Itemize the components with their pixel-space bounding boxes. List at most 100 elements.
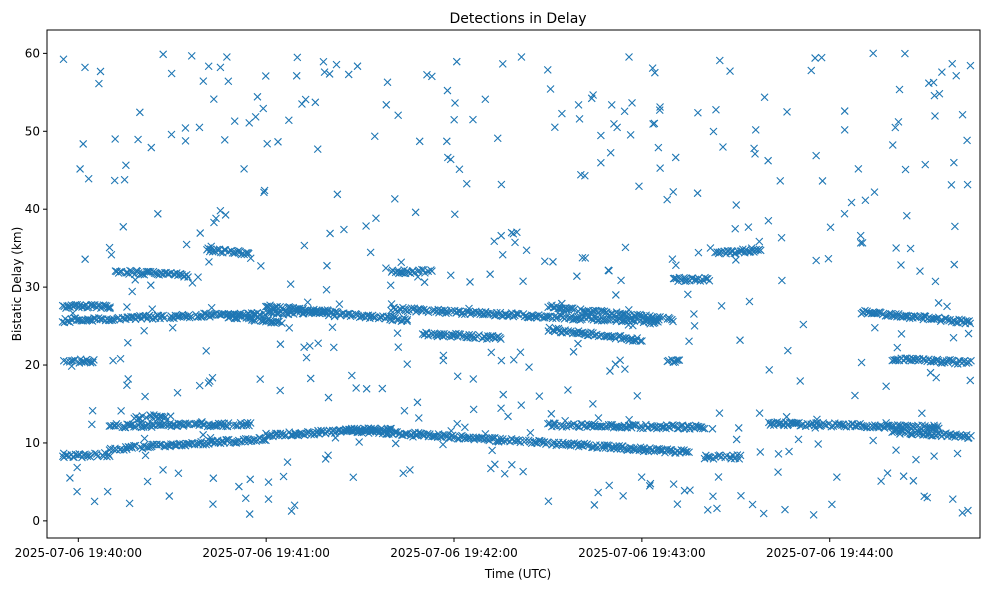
data-point — [791, 419, 800, 428]
data-point — [792, 419, 801, 428]
data-point — [619, 491, 628, 500]
data-point — [387, 300, 396, 308]
data-point — [240, 164, 248, 173]
data-point — [574, 339, 582, 348]
data-point — [241, 494, 250, 503]
data-point — [442, 137, 451, 146]
data-point — [744, 223, 753, 231]
data-point — [290, 501, 299, 510]
data-point — [733, 451, 742, 459]
data-point — [649, 120, 657, 128]
data-point — [952, 71, 961, 80]
y-tick-label: 50 — [25, 124, 40, 138]
data-point — [59, 449, 68, 458]
data-point — [264, 478, 273, 487]
data-point — [932, 373, 941, 382]
data-point — [196, 229, 205, 237]
data-point — [439, 440, 447, 449]
data-point — [949, 158, 958, 167]
data-point — [937, 68, 946, 77]
data-point — [418, 431, 427, 439]
data-point — [782, 412, 791, 421]
data-point — [962, 316, 970, 325]
data-point — [656, 103, 664, 111]
data-point — [450, 210, 459, 219]
data-point — [882, 382, 891, 391]
data-point — [550, 421, 558, 430]
y-tick-label: 0 — [32, 514, 40, 528]
data-point — [967, 356, 975, 365]
plot-frame — [46, 29, 981, 539]
data-point — [809, 510, 818, 519]
data-point — [220, 246, 229, 254]
data-point — [138, 269, 146, 278]
data-point — [305, 342, 314, 350]
data-point — [89, 356, 98, 364]
data-point — [499, 390, 508, 399]
data-point — [399, 469, 408, 478]
data-point — [456, 432, 465, 441]
data-point — [731, 224, 740, 233]
data-point — [259, 104, 268, 113]
data-point — [917, 409, 926, 418]
data-point — [896, 430, 904, 438]
data-point — [105, 243, 114, 252]
data-point — [409, 433, 417, 441]
data-point — [271, 317, 280, 326]
data-point — [267, 430, 276, 439]
data-point — [587, 94, 596, 103]
data-point — [168, 323, 177, 332]
data-point — [675, 356, 684, 364]
data-point — [494, 438, 503, 446]
data-point — [340, 225, 348, 234]
data-point — [167, 130, 176, 139]
data-point — [530, 438, 539, 447]
data-point — [543, 65, 552, 74]
data-point — [947, 181, 956, 189]
data-point — [285, 323, 294, 332]
data-point — [616, 356, 625, 365]
data-point — [714, 473, 723, 481]
y-axis-title: Bistatic Delay (km) — [10, 227, 24, 342]
data-point — [525, 363, 533, 371]
data-point — [820, 420, 829, 429]
data-point — [291, 430, 300, 439]
data-point — [216, 63, 225, 72]
data-point — [135, 108, 144, 117]
data-point — [434, 305, 443, 314]
data-point — [184, 273, 192, 281]
data-point — [568, 421, 576, 429]
data-point — [681, 275, 690, 283]
data-point — [206, 433, 215, 442]
data-point — [245, 510, 254, 518]
data-point — [128, 287, 137, 296]
data-point — [696, 277, 705, 285]
data-point — [260, 188, 268, 197]
data-point — [812, 256, 821, 265]
data-point — [964, 329, 973, 338]
data-point — [870, 323, 879, 332]
data-point — [228, 248, 237, 257]
data-point — [921, 160, 930, 169]
data-point — [386, 281, 395, 290]
data-point — [90, 497, 99, 506]
data-point — [382, 100, 391, 109]
data-point — [344, 70, 353, 79]
data-point — [419, 305, 428, 314]
data-point — [366, 248, 375, 257]
data-point — [882, 418, 891, 427]
data-point — [558, 109, 566, 118]
data-point — [117, 267, 126, 276]
data-point — [655, 446, 664, 455]
data-point — [261, 72, 270, 80]
data-point — [152, 440, 161, 449]
data-point — [466, 433, 474, 442]
data-point — [606, 148, 615, 157]
data-point — [382, 264, 390, 273]
data-point — [517, 53, 526, 61]
data-point — [951, 222, 959, 231]
data-point — [796, 377, 805, 385]
data-point — [893, 343, 902, 352]
data-point — [370, 132, 379, 141]
data-point — [930, 91, 939, 100]
